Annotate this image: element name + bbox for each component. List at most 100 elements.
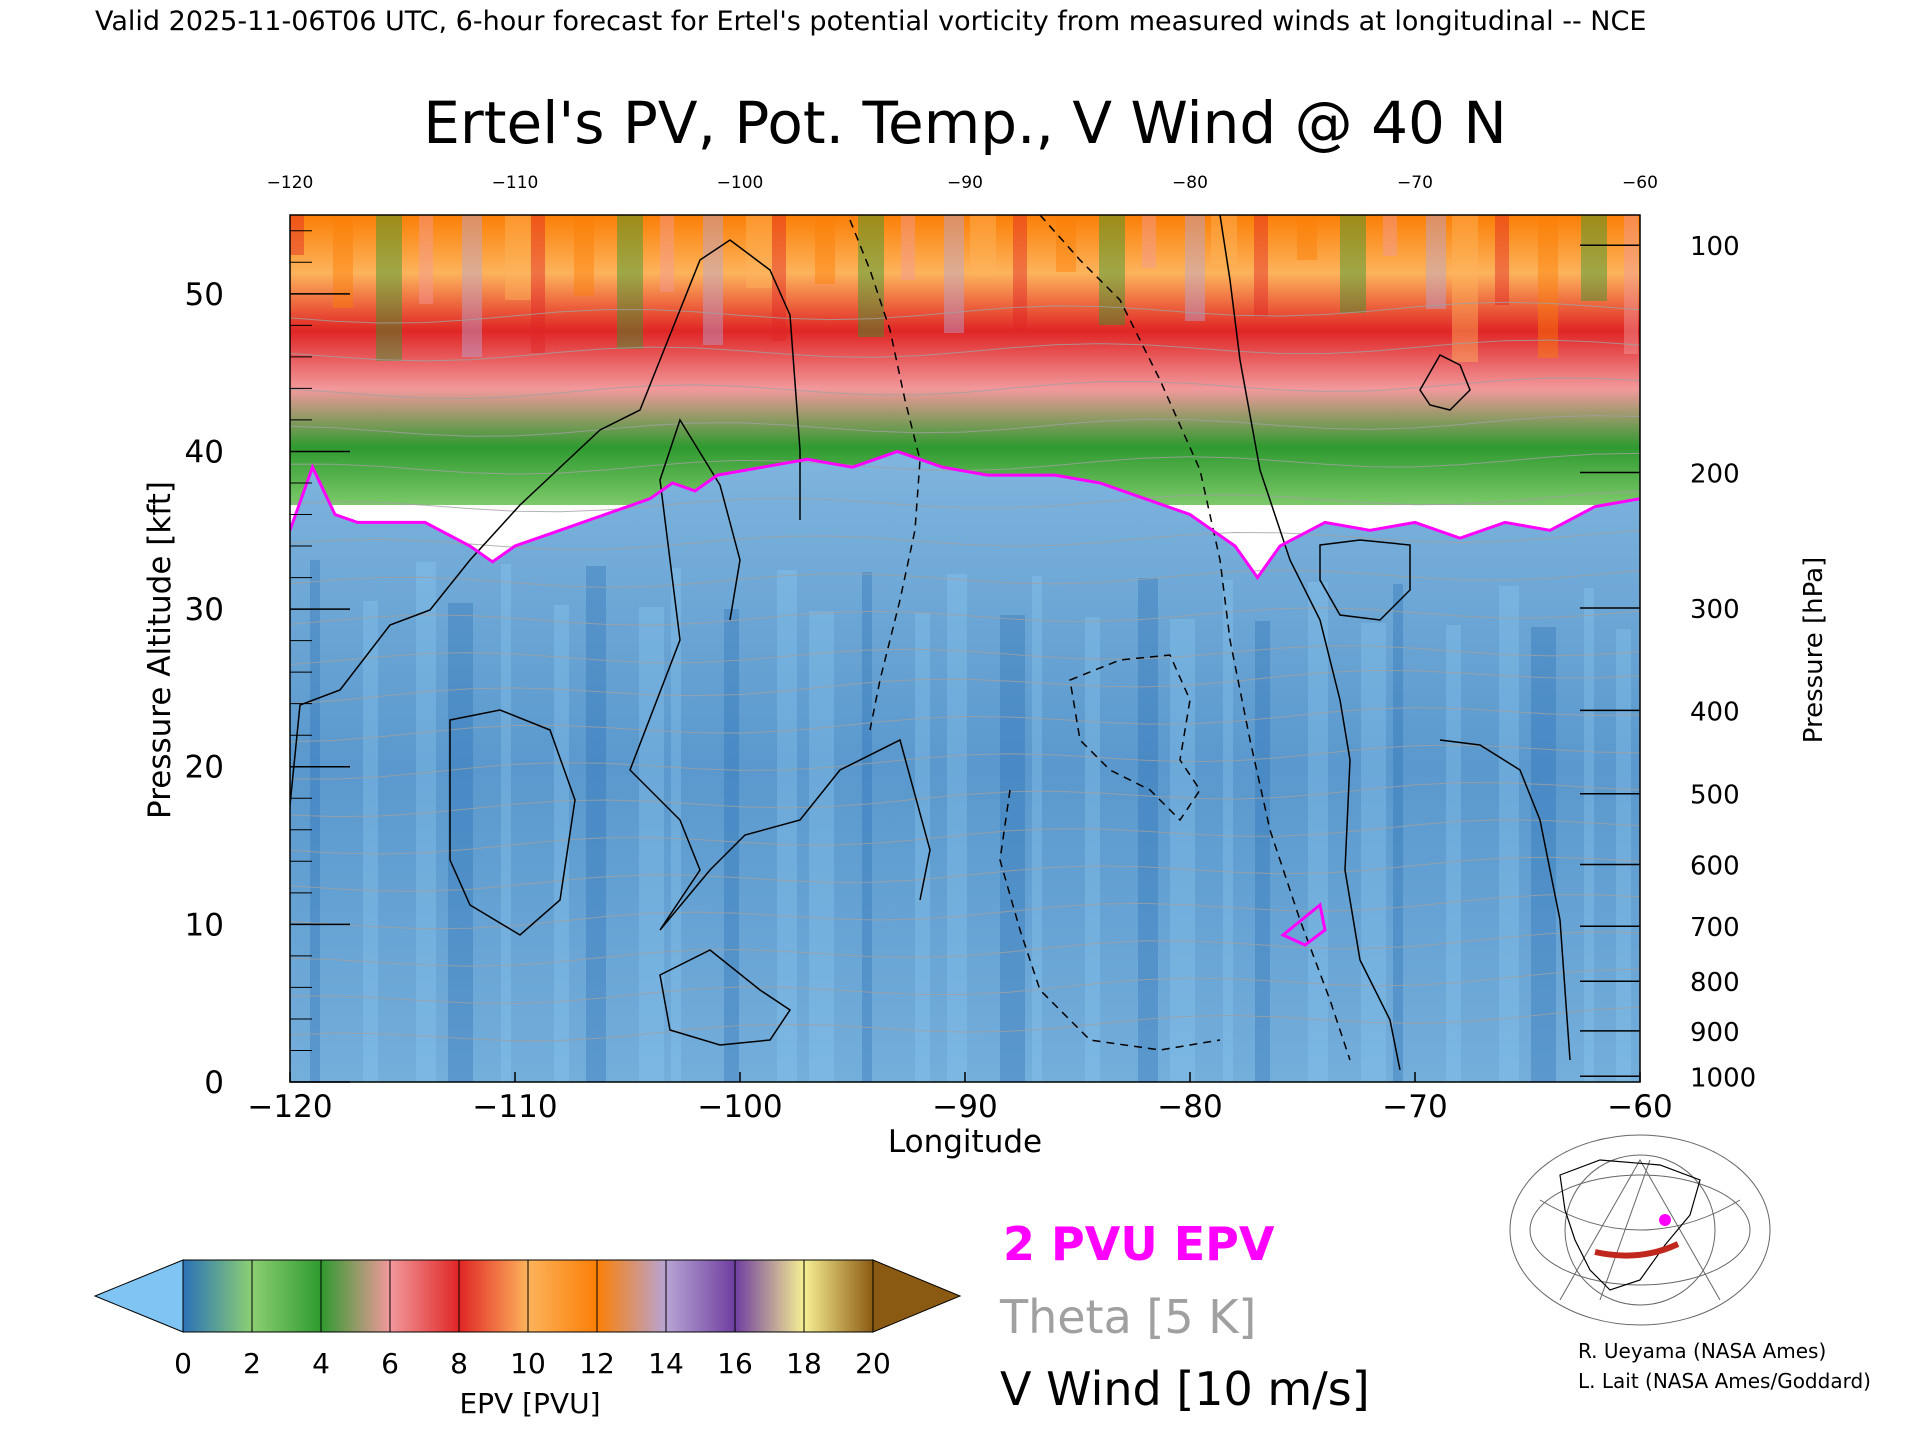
troposphere-band <box>1531 627 1556 1082</box>
stratosphere-band <box>1142 215 1156 268</box>
stratosphere-band <box>772 215 786 341</box>
colorbar-segment <box>527 1259 598 1333</box>
stratosphere-band <box>1581 215 1607 301</box>
troposphere-band <box>947 574 967 1082</box>
stratosphere-band <box>1185 215 1205 321</box>
credit-line-2: L. Lait (NASA Ames/Goddard) <box>1578 1369 1871 1393</box>
troposphere-field <box>290 451 1640 1082</box>
troposphere-band <box>554 605 569 1082</box>
x-tick-label: −100 <box>697 1089 782 1125</box>
vwind-contour-loop <box>659 949 792 1046</box>
colorbar-segment <box>734 1259 805 1333</box>
legend-vwind: V Wind [10 m/s] <box>1000 1362 1370 1416</box>
theta-line <box>290 669 1640 705</box>
stratosphere-band <box>1383 215 1397 256</box>
x-tick-label-top: −110 <box>492 173 539 193</box>
colorbar: 0 2 4 6 8 10 12 14 16 18 20 <box>93 1259 962 1380</box>
x-tick-label: −110 <box>472 1089 557 1125</box>
pressure-tick-label: 300 <box>1690 595 1740 625</box>
theta-line <box>290 607 1640 626</box>
y-tick-label: 20 <box>185 750 224 786</box>
x-tick-label-top: −120 <box>267 173 314 193</box>
locator-marker <box>1659 1214 1671 1226</box>
stratosphere-band <box>617 215 643 349</box>
stratosphere-band <box>815 215 835 284</box>
theta-line <box>290 894 1640 930</box>
theta-line <box>290 819 1640 855</box>
vwind-dashed-1 <box>849 219 921 731</box>
y-tick-label: 30 <box>185 592 224 628</box>
stratosphere-band <box>970 215 996 276</box>
troposphere-band <box>1085 617 1100 1082</box>
pressure-tick-label: 1000 <box>1690 1063 1756 1093</box>
pressure-tick-label: 900 <box>1690 1018 1740 1048</box>
colorbar-tick-label: 12 <box>579 1347 615 1380</box>
stratosphere-band <box>1099 215 1125 325</box>
tropopause-2pvu-line <box>290 449 1640 581</box>
troposphere-band <box>416 562 436 1082</box>
stratosphere-band <box>574 215 594 296</box>
troposphere-band <box>448 603 473 1082</box>
theta-line <box>290 452 1640 475</box>
troposphere-band <box>586 566 606 1082</box>
x-tick-label: −70 <box>1382 1089 1447 1125</box>
chart-title: Ertel's PV, Pot. Temp., V Wind @ 40 N <box>423 89 1506 157</box>
header-text: Valid 2025-11-06T06 UTC, 6-hour forecast… <box>95 6 1646 37</box>
pressure-tick-label: 800 <box>1690 968 1740 998</box>
colorbar-segment <box>596 1259 667 1333</box>
colorbar-under-arrow <box>93 1259 184 1333</box>
stratosphere-band <box>419 215 433 304</box>
theta-line <box>290 569 1640 588</box>
troposphere-band <box>915 613 930 1082</box>
theta-line <box>290 782 1640 818</box>
colorbar-tick-label: 6 <box>381 1347 399 1380</box>
y-tick-label: 0 <box>204 1065 224 1101</box>
colorbar-tick-label: 16 <box>717 1347 753 1380</box>
colorbar-tick-label: 14 <box>648 1347 684 1380</box>
colorbar-tick-label: 8 <box>450 1347 468 1380</box>
vwind-dashed-4 <box>999 789 1221 1051</box>
colorbar-tick-label: 10 <box>510 1347 546 1380</box>
legend-epv: 2 PVU EPV <box>1003 1217 1275 1271</box>
stratosphere-band <box>703 215 723 345</box>
colorbar-tick-label: 4 <box>312 1347 330 1380</box>
troposphere-bands <box>310 560 1631 1082</box>
vwind-contour-topright <box>1419 354 1471 411</box>
colorbar-segment <box>320 1259 391 1333</box>
stratosphere-band <box>1495 215 1509 305</box>
theta-line <box>290 530 1640 550</box>
x-tick-label: −120 <box>247 1089 332 1125</box>
theta-line <box>290 968 1640 1005</box>
colorbar-tick-label: 2 <box>243 1347 261 1380</box>
x-tick-label-top: −90 <box>947 173 983 193</box>
y-axis-label-right: Pressure [hPa] <box>1799 557 1829 744</box>
vwind-contour-east <box>1219 215 1401 1071</box>
credit-line-1: R. Ueyama (NASA Ames) <box>1578 1339 1826 1363</box>
stratosphere-band <box>505 215 531 300</box>
locator-section-line <box>1594 1241 1680 1259</box>
theta-line <box>290 931 1640 967</box>
vwind-contour-ring <box>1319 539 1411 621</box>
troposphere-band <box>724 609 739 1082</box>
stratosphere-band <box>1340 215 1366 313</box>
vwind-contour-cutoff <box>449 709 576 936</box>
x-tick-label-top: −80 <box>1172 173 1208 193</box>
colorbar-tick-label: 20 <box>855 1347 891 1380</box>
x-tick-label: −60 <box>1607 1089 1672 1125</box>
stratosphere-band <box>1452 215 1478 362</box>
colorbar-tick-label: 0 <box>174 1347 192 1380</box>
troposphere-band <box>671 568 681 1082</box>
stratosphere-bands <box>290 215 1638 362</box>
theta-line <box>290 377 1640 400</box>
troposphere-band <box>1138 578 1158 1082</box>
y-axis-right: 100 200 300 400 500 600 700 800 900 1000 <box>1580 232 1756 1093</box>
troposphere-band <box>1000 615 1025 1082</box>
theta-line <box>290 1006 1640 1042</box>
locator-graticule <box>1509 1134 1771 1326</box>
x-tick-label: −80 <box>1157 1089 1222 1125</box>
plot-area <box>290 215 1640 1082</box>
x-tick-label-top: −60 <box>1622 173 1658 193</box>
troposphere-band <box>1170 619 1195 1082</box>
stratosphere-band <box>1624 215 1638 354</box>
